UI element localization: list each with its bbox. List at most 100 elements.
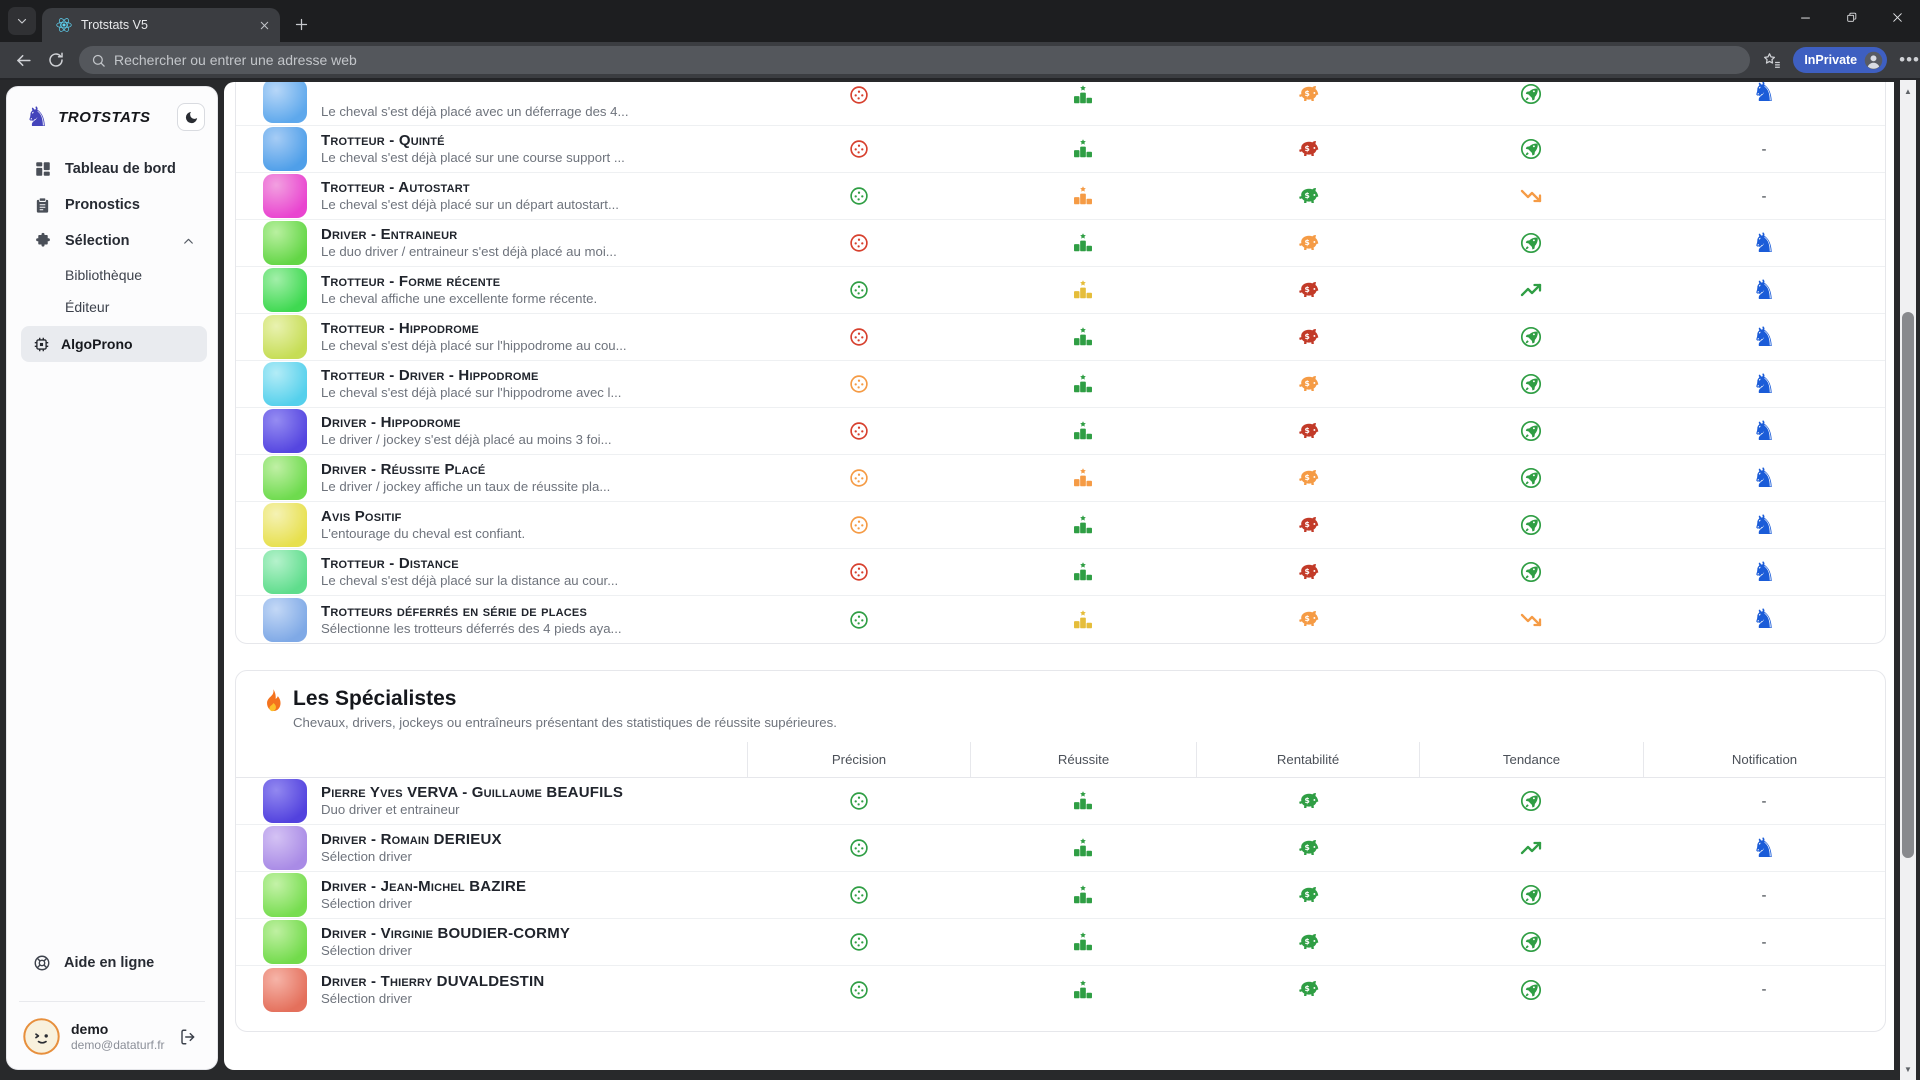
reload-button[interactable]	[47, 51, 65, 69]
row-name-cell: Trotteur - Forme récente Le cheval affich…	[236, 268, 747, 312]
page-scrollbar[interactable]: ▲ ▼	[1900, 80, 1916, 1080]
notification-knight-icon: ♞	[1751, 227, 1777, 259]
header-rentabilite: Rentabilité	[1196, 742, 1419, 777]
svg-text:$: $	[1304, 379, 1309, 388]
tendance-rocket-icon	[1419, 883, 1643, 907]
chevron-up-icon	[182, 235, 195, 248]
color-swatch	[263, 503, 307, 547]
scrollbar-thumb[interactable]	[1902, 312, 1914, 858]
sidebar-item-pronostics[interactable]: Pronostics	[7, 187, 217, 223]
reussite-podium-icon	[970, 609, 1196, 631]
table-row[interactable]: Driver - Hippodrome Le driver / jockey s'…	[236, 408, 1885, 455]
tab-close-icon[interactable]	[259, 20, 270, 31]
row-name-cell: Driver - Entraineur Le duo driver / entra…	[236, 221, 747, 265]
sidebar-item-editeur[interactable]: Éditeur	[7, 291, 217, 323]
reussite-podium-icon	[970, 979, 1196, 1001]
rentabilite-piggybank-icon: $	[1196, 608, 1419, 631]
back-button[interactable]	[14, 51, 33, 70]
rentabilite-piggybank-icon: $	[1196, 138, 1419, 161]
svg-text:$: $	[1304, 285, 1309, 294]
user-account[interactable]: demo demo@dataturf.fr	[7, 1014, 217, 1059]
precision-target-icon	[747, 979, 970, 1001]
moon-icon	[185, 111, 197, 123]
close-window-button[interactable]	[1874, 0, 1920, 34]
row-subtitle: Le cheval affiche une excellente forme r…	[321, 291, 598, 306]
notification-knight-icon: ♞	[1751, 832, 1777, 864]
reussite-podium-icon	[970, 561, 1196, 583]
table-row[interactable]: Avis Positif L'entourage du cheval est co…	[236, 502, 1885, 549]
row-title: Trotteur - Quinté	[321, 132, 445, 149]
header-notification: Notification	[1643, 742, 1885, 777]
table-row[interactable]: Trotteurs déferrés en série de places Sél…	[236, 596, 1885, 643]
puzzle-icon	[33, 232, 52, 250]
row-subtitle: Le driver / jockey affiche un taux de ré…	[321, 479, 611, 494]
table-row[interactable]: Trotteur - Driver - Hippodrome Le cheval …	[236, 361, 1885, 408]
specialists-table-body: Pierre Yves VERVA - Guillaume BEAUFILS Du…	[236, 778, 1885, 1013]
table-row[interactable]: Trotteur - Autostart Le cheval s'est déjà…	[236, 173, 1885, 220]
color-swatch	[263, 409, 307, 453]
precision-target-icon	[747, 561, 970, 583]
address-bar[interactable]: Rechercher ou entrer une adresse web	[79, 46, 1751, 74]
help-link[interactable]: Aide en ligne	[7, 945, 217, 981]
color-swatch	[263, 597, 307, 642]
reussite-podium-icon	[970, 232, 1196, 254]
scroll-up-arrow[interactable]: ▲	[1904, 86, 1912, 96]
tab-title: Trotstats V5	[81, 18, 148, 32]
notification-cell: ♞	[1643, 606, 1885, 633]
reussite-podium-icon	[970, 420, 1196, 442]
notification-cell: -	[1643, 141, 1885, 158]
table-row[interactable]: Driver - Jean-Michel BAZIRE Sélection dri…	[236, 872, 1885, 919]
table-row[interactable]: Driver - Réussite Placé Le driver / jocke…	[236, 455, 1885, 502]
svg-text:$: $	[1304, 89, 1309, 98]
sidebar-divider	[19, 1001, 205, 1002]
table-row[interactable]: Trotteur - Hippodrome Le cheval s'est déj…	[236, 314, 1885, 361]
browser-tab[interactable]: Trotstats V5	[42, 8, 280, 42]
sidebar-item-selection[interactable]: Sélection	[7, 223, 217, 259]
table-row[interactable]: Trotteur - Distance Le cheval s'est déjà …	[236, 549, 1885, 596]
favorites-button[interactable]	[1762, 51, 1781, 70]
sidebar-item-algoprono[interactable]: AlgoProno	[21, 326, 207, 362]
logout-button[interactable]	[179, 1028, 197, 1046]
notification-knight-icon: ♞	[1751, 82, 1777, 108]
table-row[interactable]: Le cheval s'est déjà placé avec un défer…	[236, 82, 1885, 126]
color-swatch	[263, 82, 307, 123]
table-row[interactable]: Trotteur - Forme récente Le cheval affich…	[236, 267, 1885, 314]
color-swatch	[263, 174, 307, 218]
table-row[interactable]: Driver - Virginie BOUDIER-CORMY Sélection…	[236, 919, 1885, 966]
notification-cell: ♞	[1643, 324, 1885, 351]
row-name-cell: Trotteur - Autostart Le cheval s'est déjà…	[236, 174, 747, 218]
table-row[interactable]: Driver - Entraineur Le duo driver / entra…	[236, 220, 1885, 267]
clipboard-icon	[33, 197, 52, 214]
minimize-button[interactable]	[1782, 0, 1828, 34]
rentabilite-piggybank-icon: $	[1196, 232, 1419, 255]
notification-none: -	[1761, 140, 1767, 158]
dark-mode-toggle[interactable]	[177, 103, 205, 131]
tendance-trend-up-icon	[1419, 836, 1643, 860]
notification-knight-icon: ♞	[1751, 509, 1777, 541]
restore-button[interactable]	[1828, 0, 1874, 34]
tendance-trend-down-icon	[1419, 608, 1643, 632]
tab-list-chevron-button[interactable]	[8, 7, 36, 35]
new-tab-button[interactable]	[294, 17, 309, 32]
reload-icon	[49, 52, 63, 67]
notification-knight-icon: ♞	[1751, 321, 1777, 353]
cpu-icon	[33, 336, 50, 353]
scroll-down-arrow[interactable]: ▼	[1904, 1064, 1912, 1074]
react-favicon	[56, 17, 72, 33]
inprivate-badge[interactable]: InPrivate	[1793, 47, 1888, 73]
table-row[interactable]: Trotteur - Quinté Le cheval s'est déjà pl…	[236, 126, 1885, 173]
sidebar-item-tableau-de-bord[interactable]: Tableau de bord	[7, 151, 217, 187]
browser-menu-button[interactable]: •••	[1899, 50, 1920, 69]
table-row[interactable]: Driver - Thierry DUVALDESTIN Sélection dr…	[236, 966, 1885, 1013]
notification-none: -	[1761, 187, 1767, 205]
sidebar-item-bibliotheque[interactable]: Bibliothèque	[7, 259, 217, 291]
table-row[interactable]: Pierre Yves VERVA - Guillaume BEAUFILS Du…	[236, 778, 1885, 825]
notification-knight-icon: ♞	[1751, 368, 1777, 400]
row-title: Driver - Virginie BOUDIER-CORMY	[321, 925, 571, 942]
browser-toolbar: Rechercher ou entrer une adresse web InP…	[0, 42, 1920, 80]
header-name-column	[236, 742, 747, 777]
reussite-podium-icon	[970, 326, 1196, 348]
svg-text:$: $	[1304, 191, 1309, 200]
table-row[interactable]: Driver - Romain DERIEUX Sélection driver $…	[236, 825, 1885, 872]
help-label: Aide en ligne	[64, 955, 155, 971]
